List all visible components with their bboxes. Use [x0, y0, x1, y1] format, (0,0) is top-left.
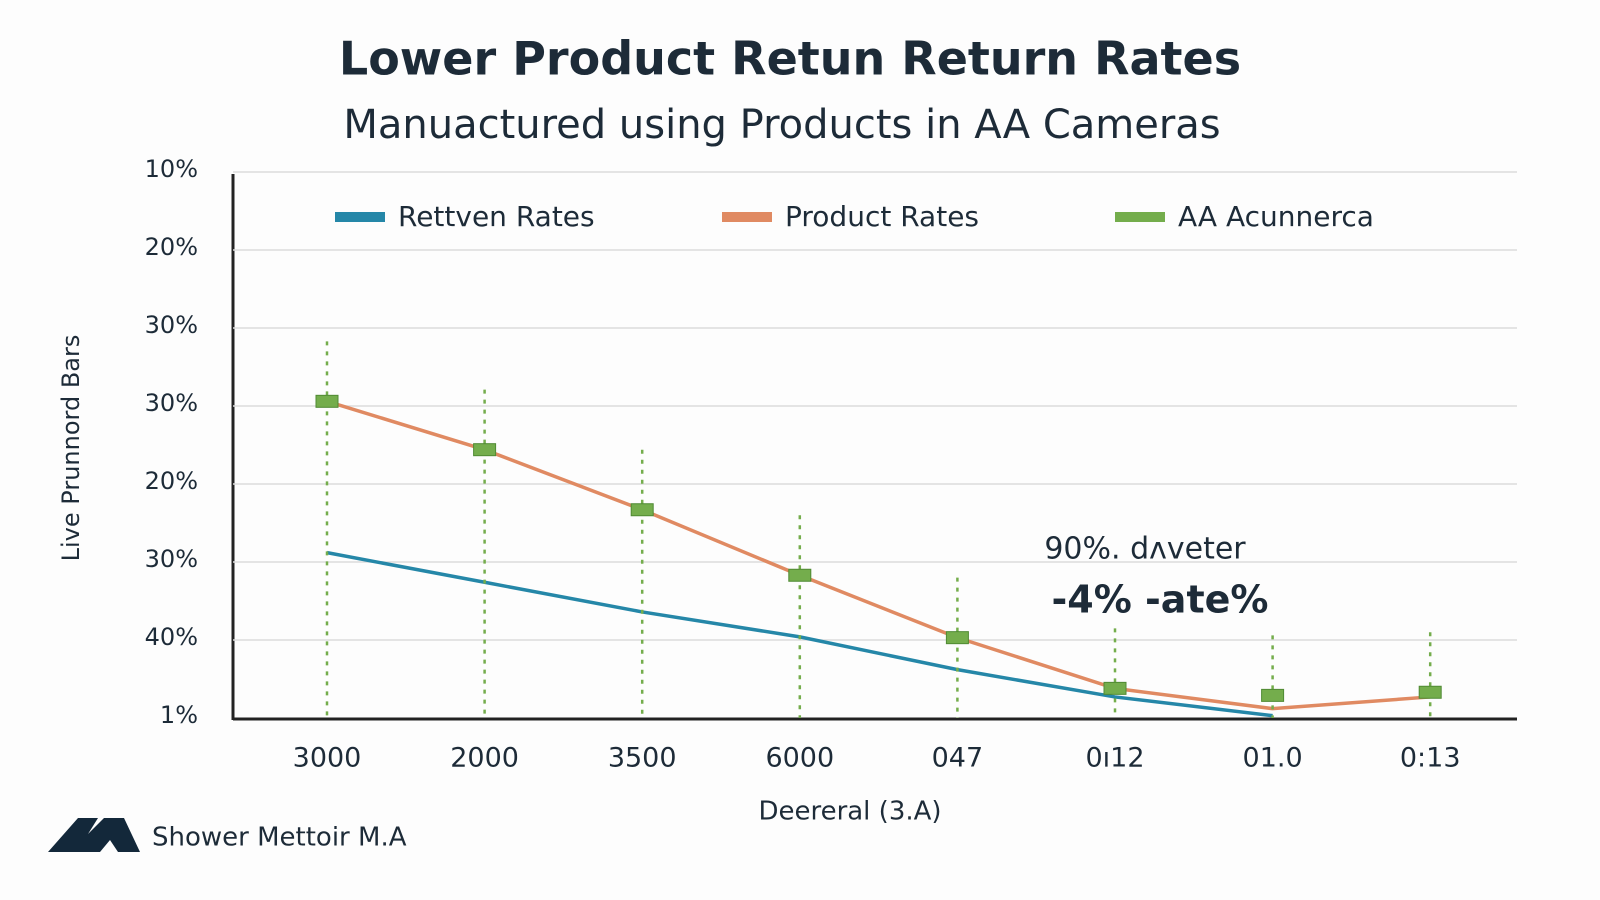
marker — [630, 503, 654, 517]
marker — [788, 568, 812, 582]
legend-label: Rettven Rates — [398, 200, 595, 233]
x-tick-label: 0:13 — [1400, 743, 1461, 774]
x-axis-label: Deereral (3.A) — [758, 797, 941, 827]
legend-label: Product Rates — [785, 200, 979, 233]
y-tick-label: 1% — [160, 701, 198, 729]
x-tick-label: 01.0 — [1243, 743, 1303, 774]
marker — [1261, 688, 1285, 702]
series-line — [326, 399, 1431, 711]
chart-subtitle: Manuactured using Products in AA Cameras — [343, 102, 1220, 148]
legend-swatch — [335, 212, 385, 222]
legend-swatch — [1115, 212, 1165, 222]
x-tick-label: 0ı12 — [1085, 743, 1144, 774]
x-tick-label: 3000 — [293, 743, 362, 774]
x-tick-label: 6000 — [765, 743, 834, 774]
y-tick-label: 20% — [145, 233, 198, 261]
x-tick-label: 3500 — [608, 743, 677, 774]
y-tick-label: 30% — [145, 545, 198, 573]
legend-swatch — [722, 212, 772, 222]
marker — [945, 631, 969, 645]
marker — [473, 443, 497, 457]
chart-title: Lower Product Retun Return Rates — [339, 32, 1241, 86]
y-axis-label: Live Prunnord Bars — [57, 335, 85, 562]
annotation: 90%. dᴧveter — [1044, 532, 1246, 567]
logo — [48, 818, 140, 852]
marker — [1103, 681, 1127, 695]
y-tick-label: 30% — [145, 389, 198, 417]
footer: Shower Mettoir M.A — [152, 823, 407, 853]
y-tick-label: 20% — [145, 467, 198, 495]
marker — [1418, 685, 1442, 699]
y-tick-label: 30% — [145, 311, 198, 339]
y-tick-label: 40% — [145, 623, 198, 651]
y-tick-label: 10% — [145, 155, 198, 183]
x-tick-label: 047 — [932, 743, 984, 774]
x-tick-label: 2000 — [450, 743, 519, 774]
marker — [315, 394, 339, 408]
annotation: -4% -ate% — [1052, 578, 1269, 622]
legend-label: AA Acunnerca — [1178, 200, 1374, 233]
